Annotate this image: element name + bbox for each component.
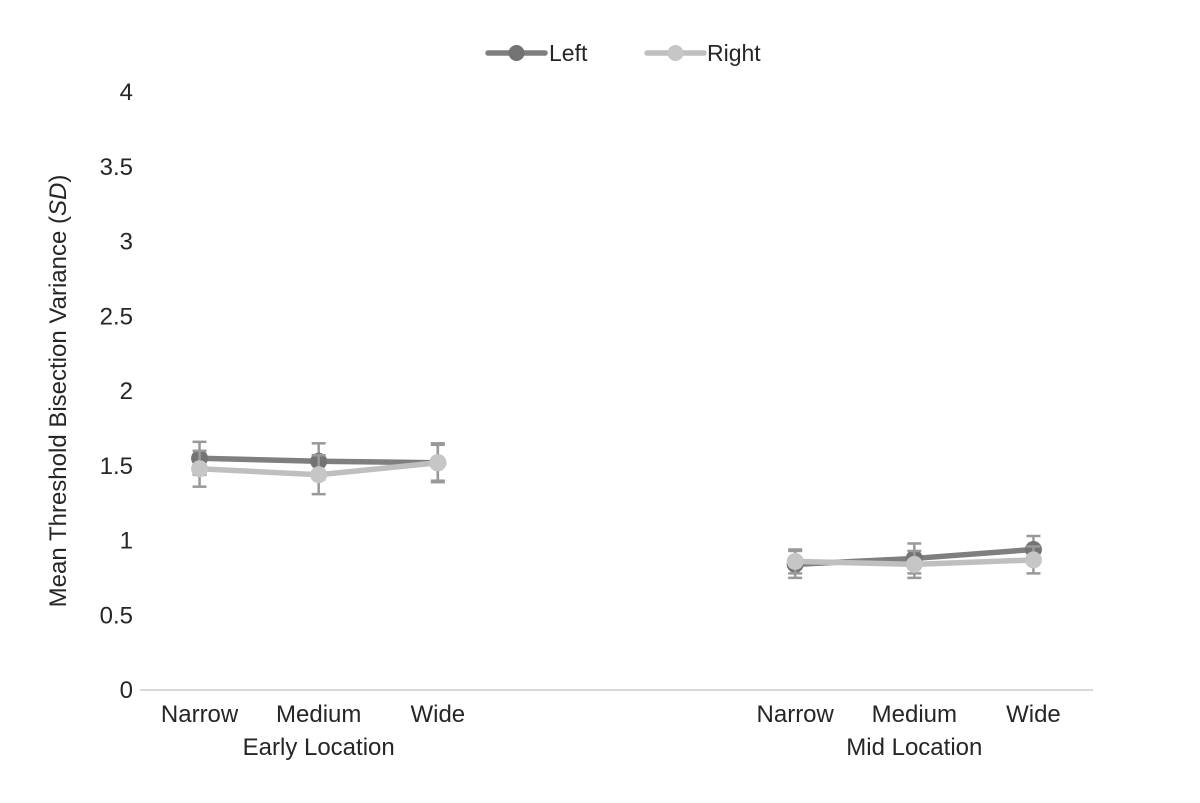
y-axis-tick-label: 0 bbox=[120, 677, 133, 704]
x-axis-category-label: Narrow bbox=[161, 701, 239, 728]
series-right-marker bbox=[310, 466, 328, 484]
y-axis-tick-label: 1 bbox=[120, 528, 133, 555]
series-right-marker bbox=[429, 454, 447, 472]
y-axis-title: Mean Threshold Bisection Variance (SD) bbox=[45, 175, 72, 608]
y-axis-tick-label: 2 bbox=[120, 378, 133, 405]
y-axis-tick-label: 3.5 bbox=[100, 154, 133, 181]
y-axis-tick-label: 3 bbox=[120, 229, 133, 256]
x-axis-category-label: Narrow bbox=[757, 701, 835, 728]
series-right-marker bbox=[1024, 551, 1042, 569]
y-axis-tick-label: 4 bbox=[120, 79, 133, 106]
legend-left-marker-swatch bbox=[508, 45, 525, 61]
y-axis-tick-label: 0.5 bbox=[100, 602, 133, 629]
series-right-marker bbox=[191, 460, 209, 478]
y-axis-tick-label: 2.5 bbox=[100, 303, 133, 330]
x-axis-category-label: Medium bbox=[872, 701, 957, 728]
legend-right-marker-swatch bbox=[667, 45, 684, 61]
series-right-marker bbox=[905, 555, 923, 573]
legend-left-label: Left bbox=[549, 40, 588, 66]
x-axis-group-label: Early Location bbox=[243, 734, 395, 761]
x-axis-category-label: Wide bbox=[1006, 701, 1061, 728]
x-axis-category-label: Wide bbox=[410, 701, 465, 728]
y-axis-tick-label: 1.5 bbox=[100, 453, 133, 480]
series-right-marker bbox=[786, 552, 804, 570]
x-axis-group-label: Mid Location bbox=[846, 734, 982, 761]
x-axis-category-label: Medium bbox=[276, 701, 361, 728]
legend-right-label: Right bbox=[707, 40, 761, 66]
